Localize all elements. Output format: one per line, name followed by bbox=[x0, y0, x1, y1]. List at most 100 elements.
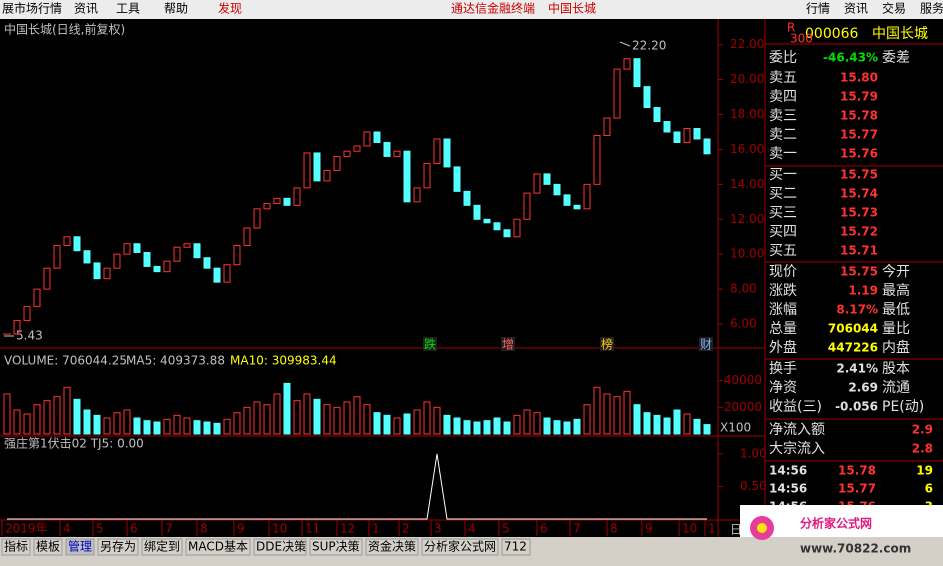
candle bbox=[123, 243, 131, 255]
period-label[interactable]: 日 bbox=[730, 523, 742, 537]
event-box bbox=[600, 337, 614, 351]
volume-bar bbox=[513, 414, 521, 435]
y-tick-label: 12.00 bbox=[730, 212, 764, 226]
leader bbox=[619, 41, 631, 47]
tick-volume: 19 bbox=[916, 464, 933, 478]
tab-label[interactable]: DDE决策 bbox=[256, 540, 306, 554]
event-marker[interactable]: 增 bbox=[502, 338, 514, 352]
candle bbox=[573, 204, 581, 210]
tab-label[interactable]: 712 bbox=[504, 540, 527, 554]
menu-item[interactable]: 服务 bbox=[920, 1, 943, 16]
volume-bar bbox=[463, 420, 471, 435]
menu-item[interactable]: 工具 bbox=[116, 2, 140, 16]
tab[interactable] bbox=[185, 538, 251, 556]
candle bbox=[623, 58, 631, 70]
tab[interactable] bbox=[309, 538, 363, 556]
tab[interactable] bbox=[501, 538, 531, 556]
volume-bar bbox=[623, 390, 631, 435]
tab-label[interactable]: 分析家公式网 bbox=[424, 539, 496, 554]
watermark-url: www.70822.com bbox=[800, 542, 911, 556]
tab-label[interactable]: 绑定到 bbox=[144, 539, 180, 554]
stat-value: 8.17% bbox=[836, 303, 878, 317]
candle bbox=[393, 150, 401, 157]
candle bbox=[433, 138, 441, 164]
volume-bar bbox=[83, 409, 91, 435]
bid-label: 买四 bbox=[769, 224, 797, 240]
tab-label[interactable]: 管理 bbox=[68, 539, 92, 554]
ask-value: 15.79 bbox=[840, 90, 878, 104]
volume-bar bbox=[153, 421, 161, 435]
menu-item[interactable]: 资讯 bbox=[74, 2, 98, 16]
stat-label: 流通 bbox=[882, 380, 910, 396]
tab-label[interactable]: MACD基本 bbox=[188, 540, 248, 554]
stat-value: 2.41% bbox=[836, 362, 878, 376]
volume-bar bbox=[23, 413, 31, 435]
tab-label[interactable]: SUP决策 bbox=[312, 540, 360, 554]
candle bbox=[363, 131, 371, 147]
event-marker[interactable]: 跌 bbox=[424, 337, 436, 352]
menu-item[interactable]: 展市场行情 bbox=[2, 1, 62, 16]
tab-label[interactable]: 模板 bbox=[36, 540, 60, 554]
candle bbox=[203, 257, 211, 269]
y-tick-label: 8.00 bbox=[730, 282, 757, 296]
event-marker[interactable]: 财 bbox=[700, 338, 712, 352]
tick-price: 15.78 bbox=[838, 464, 876, 478]
tab-label[interactable]: 指标 bbox=[4, 539, 28, 554]
stat-label: 最低 bbox=[882, 302, 910, 318]
indicator-header: 强庄第1伏击02 TJ5: 0.00 bbox=[4, 436, 144, 451]
tab[interactable] bbox=[33, 538, 63, 556]
candle bbox=[73, 236, 81, 252]
event-marker[interactable]: 榜 bbox=[601, 337, 613, 352]
candle bbox=[243, 227, 251, 246]
menu-item[interactable]: 发现 bbox=[218, 1, 242, 16]
tab[interactable] bbox=[97, 538, 139, 556]
volume-bar bbox=[403, 413, 411, 435]
tab[interactable] bbox=[141, 538, 183, 556]
menu-item[interactable]: 帮助 bbox=[164, 2, 188, 16]
volume-bar bbox=[443, 414, 451, 435]
candle bbox=[453, 166, 461, 192]
menu-item[interactable]: 行情 bbox=[806, 2, 830, 16]
menu-item[interactable]: 资讯 bbox=[844, 2, 868, 16]
tab-label[interactable]: 另存为 bbox=[100, 540, 136, 554]
x-tick-label: 10 bbox=[272, 522, 287, 536]
tab[interactable] bbox=[253, 538, 307, 556]
x-tick-label: 2 bbox=[402, 522, 410, 536]
volume-bar bbox=[223, 418, 231, 435]
watermark-box bbox=[740, 505, 943, 537]
candle bbox=[33, 288, 41, 308]
menu-item[interactable]: 交易 bbox=[882, 1, 906, 16]
candle bbox=[173, 246, 181, 262]
tab[interactable] bbox=[65, 538, 95, 556]
volume-bar bbox=[493, 417, 501, 435]
volume-bar bbox=[243, 406, 251, 435]
tick-time: 14:56 bbox=[769, 482, 807, 496]
flow-label: 净流入额 bbox=[769, 422, 825, 438]
volume-bar bbox=[283, 382, 291, 435]
volume-bar bbox=[363, 404, 371, 435]
x-tick-label: 1 bbox=[372, 522, 380, 536]
volume-bar bbox=[53, 396, 61, 435]
ask-label: 卖一 bbox=[769, 146, 797, 162]
candle bbox=[373, 131, 381, 143]
volume-bar bbox=[163, 418, 171, 435]
volume-header: MA5: 409373.88 bbox=[126, 354, 225, 368]
y-tick-label: 10.00 bbox=[730, 247, 764, 261]
volume-bar bbox=[693, 418, 701, 435]
tab[interactable] bbox=[421, 538, 499, 556]
badge: R bbox=[787, 21, 795, 35]
tab-label[interactable]: 资金决策 bbox=[368, 539, 416, 554]
stat-label: 涨幅 bbox=[769, 302, 797, 318]
volume-bar bbox=[323, 404, 331, 435]
tab[interactable] bbox=[365, 538, 419, 556]
volume-bar bbox=[393, 417, 401, 435]
stat-label: 量比 bbox=[882, 321, 910, 337]
volume-bar bbox=[63, 386, 71, 435]
candle bbox=[643, 86, 651, 109]
candle bbox=[303, 152, 311, 189]
y-tick-label: 22.00 bbox=[730, 37, 764, 51]
x-tick-label: 8 bbox=[610, 522, 618, 536]
volume-bar bbox=[203, 421, 211, 435]
tab[interactable] bbox=[1, 538, 31, 556]
